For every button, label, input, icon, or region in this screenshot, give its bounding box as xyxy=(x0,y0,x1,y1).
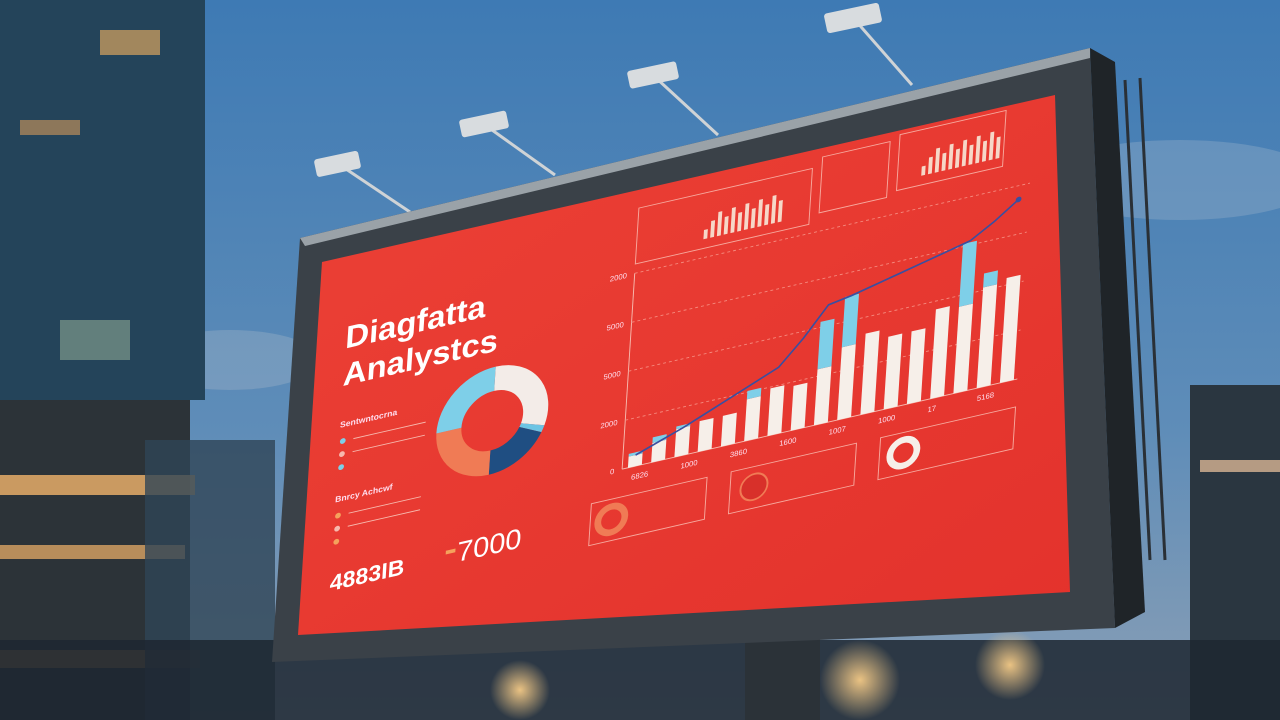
donut-segment xyxy=(488,426,542,475)
bar xyxy=(674,426,691,458)
lamp-icon xyxy=(824,2,914,86)
street-light xyxy=(975,630,1045,700)
bar xyxy=(999,274,1021,383)
mini-bar xyxy=(750,208,756,229)
billboard-screen xyxy=(298,95,1070,635)
mini-bar xyxy=(934,147,941,173)
x-tick-label: 1007 xyxy=(828,424,846,437)
bar-chart: 2000 5000 5000 2000 0 6826 1000 3860 1600 1007 100… xyxy=(600,182,1030,482)
x-tick-label: 6826 xyxy=(631,469,649,482)
street xyxy=(0,640,1280,720)
ladder xyxy=(1123,77,1167,561)
donut-segment xyxy=(519,423,545,433)
street-light xyxy=(820,640,900,720)
bar xyxy=(883,333,903,410)
bar xyxy=(744,396,761,442)
mini-bar xyxy=(968,144,974,166)
bar-segment xyxy=(983,270,998,288)
donut-segment xyxy=(493,365,549,426)
bar-segment xyxy=(746,387,762,400)
x-tick-label: 17 xyxy=(927,404,936,415)
bar xyxy=(767,385,785,436)
mini-bar xyxy=(710,220,716,238)
bar-segment xyxy=(652,434,667,443)
bar xyxy=(790,382,808,431)
bar xyxy=(860,330,880,415)
billboard-top-edge xyxy=(300,48,1090,246)
gear-icon xyxy=(739,472,769,502)
billboard-pole xyxy=(745,630,820,720)
y-tick-label: 2000 xyxy=(610,271,628,284)
mini-bar xyxy=(954,148,960,169)
mini-bar xyxy=(927,156,933,175)
mini-bar xyxy=(995,136,1001,159)
mini-bar xyxy=(988,131,995,161)
mini-bar xyxy=(921,165,926,176)
panel xyxy=(895,109,1007,192)
panel xyxy=(877,406,1017,481)
bar-segment xyxy=(817,318,835,370)
donut-segment xyxy=(436,427,492,477)
lamp-icon xyxy=(459,110,556,177)
mini-bar xyxy=(975,135,981,164)
mini-bar xyxy=(737,212,743,232)
bar xyxy=(627,453,643,468)
mini-bar xyxy=(757,199,763,227)
panel xyxy=(818,140,891,214)
bar xyxy=(837,344,856,421)
lamp-icon xyxy=(627,61,720,137)
trend-line xyxy=(635,198,1020,456)
mini-bar xyxy=(730,207,736,234)
bar xyxy=(720,412,737,447)
mini-bar xyxy=(770,195,777,224)
mini-bar xyxy=(948,143,954,170)
gridline xyxy=(631,231,1027,323)
mini-bar xyxy=(703,229,708,240)
y-tick-label: 2000 xyxy=(600,418,618,431)
building-light xyxy=(1200,460,1280,472)
x-tick-label: 3860 xyxy=(730,447,748,460)
mini-bar xyxy=(743,203,750,231)
mini-bar xyxy=(777,200,783,223)
bar xyxy=(930,306,950,399)
mini-bar xyxy=(716,211,723,237)
donut-segment xyxy=(436,366,496,434)
bar xyxy=(976,284,998,389)
panel xyxy=(727,442,858,515)
x-tick-label: 1000 xyxy=(878,413,896,426)
bar-segment xyxy=(841,293,860,348)
mini-bar xyxy=(764,204,770,226)
bar xyxy=(953,303,973,394)
panel xyxy=(634,167,813,265)
mini-donut xyxy=(594,502,629,537)
bar xyxy=(906,328,926,405)
mini-bar xyxy=(981,140,988,162)
x-tick-label: 1000 xyxy=(680,458,698,471)
mini-bar xyxy=(941,152,947,172)
bar xyxy=(651,439,667,463)
donut-chart xyxy=(436,365,549,477)
top-panels xyxy=(634,109,1007,265)
y-tick-label: 5000 xyxy=(606,320,624,333)
street-light xyxy=(490,660,550,720)
x-tick-label: 5168 xyxy=(977,390,995,403)
mini-bar xyxy=(961,139,968,167)
gridline xyxy=(634,182,1030,274)
y-tick-label: 0 xyxy=(610,467,615,477)
bar xyxy=(813,366,832,426)
bar xyxy=(697,417,714,452)
trend-endpoint xyxy=(1015,196,1022,203)
bottom-panels xyxy=(588,406,1017,547)
panel xyxy=(588,476,708,547)
y-tick-label: 5000 xyxy=(603,369,621,382)
bar-segment xyxy=(958,240,977,307)
billboard-side xyxy=(1090,48,1145,628)
stat-marker xyxy=(445,548,456,555)
mini-bar xyxy=(723,216,729,235)
mini-donut xyxy=(886,435,921,470)
billboard-lamps xyxy=(314,2,914,214)
lamp-icon xyxy=(314,150,411,214)
x-tick-label: 1600 xyxy=(779,435,797,448)
